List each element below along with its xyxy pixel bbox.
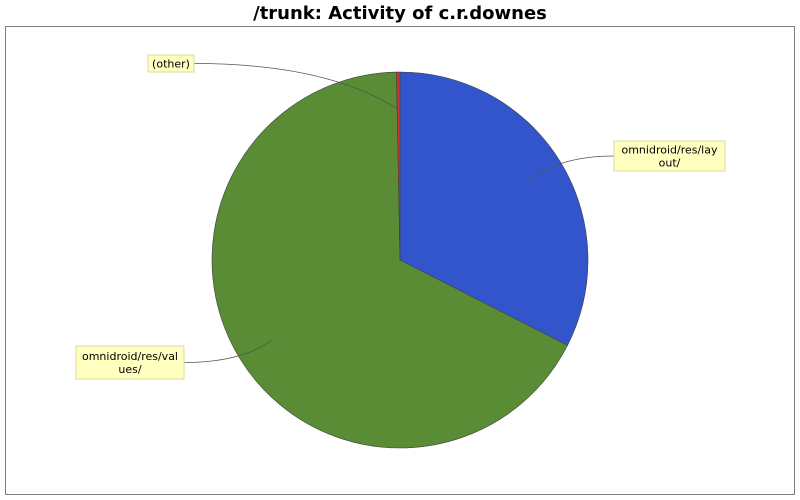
slice-label: out/ [659,157,681,170]
slice-label: (other) [152,58,190,71]
pie-slice [396,71,401,261]
slice-label-box [613,140,726,172]
leader-line [527,155,615,182]
slice-label-box [147,54,195,73]
leader-line [183,339,273,363]
pie-slice [211,71,568,449]
pie-slice [399,71,589,346]
chart-title: /trunk: Activity of c.r.downes [253,3,547,24]
leader-line [193,63,399,110]
slice-label-box [75,345,185,380]
slice-label: omnidroid/res/lay [621,144,717,157]
slice-label: omnidroid/res/val [82,350,178,363]
slice-label: ues/ [118,363,141,376]
